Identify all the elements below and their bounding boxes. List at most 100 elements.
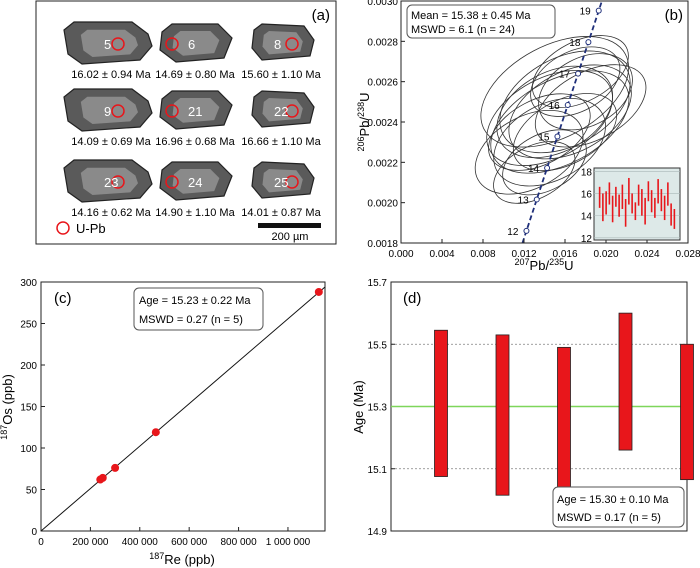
panel-b-axes: 0.000 0.004 0.008 0.012 0.016 0.020 0.024 0.028… (367, 0, 700, 260)
grain-number: 6 (188, 37, 195, 52)
scale-bar (258, 223, 321, 228)
x-tick-label: 1 000 000 (266, 537, 311, 548)
x-tick-label: 0.012 (511, 249, 536, 260)
concordia-node (595, 7, 602, 14)
concordia-node (533, 196, 540, 203)
zircon-grain-core (80, 167, 138, 195)
y-tick-label: 15.3 (368, 403, 388, 414)
inset-frame (593, 167, 681, 241)
zircon-grain: 6 14.69 ± 0.80 Ma (155, 23, 236, 81)
x-tick-label: 0.024 (634, 249, 659, 260)
isochron-point (151, 428, 160, 437)
y-tick-label: 0 (31, 527, 37, 538)
panel-c-info-line2: MSWD = 0.27 (n = 5) (139, 314, 243, 326)
scale-bar-label: 200 µm (272, 231, 309, 243)
error-ellipse (531, 35, 629, 109)
zircon-grain: 23 14.16 ± 0.62 Ma (63, 159, 153, 219)
panel-b-info-line1: Mean = 15.38 ± 0.45 Ma (411, 10, 531, 22)
u-pb-spot (111, 37, 125, 51)
panel-b-info-line2: MSWD = 6.1 (n = 24) (411, 24, 515, 36)
panel-c: 0 200 000 400 000 600 000 800 000 1 000 000 0 5… (0, 278, 326, 567)
inset-y-tick-label: 18 (581, 167, 593, 178)
y-tick-label: 150 (20, 403, 37, 414)
concordia-node (554, 133, 561, 140)
age-error-bar (680, 343, 694, 481)
concordia-age-label: 15 (538, 133, 550, 144)
isochron-line (40, 286, 326, 532)
grain-age: 16.96 ± 0.68 Ma (155, 136, 235, 148)
concordia-age-label: 13 (518, 195, 530, 206)
u-pb-legend-icon (56, 221, 70, 235)
panel-b-x-axis-label: 207Pb/235U (515, 257, 574, 273)
y-tick-label: 300 (20, 278, 37, 289)
u-pb-spot (285, 37, 299, 51)
grain-number: 8 (274, 37, 281, 52)
x-tick-label: 400 000 (122, 537, 159, 548)
u-pb-spot (165, 104, 179, 118)
error-ellipses (474, 35, 647, 204)
age-error-bar (495, 334, 510, 496)
error-ellipse (499, 50, 631, 154)
panel-b-info-box (406, 4, 556, 39)
y-tick-label: 0.0018 (367, 239, 398, 250)
x-tick-label: 0.028 (675, 249, 700, 260)
panel-c-info-line1: Age = 15.23 ± 0.22 Ma (139, 295, 251, 307)
grain-number: 21 (188, 104, 202, 119)
error-ellipse (490, 70, 630, 174)
zircon-grain: 5 16.02 ± 0.94 Ma (63, 21, 153, 81)
error-ellipse (538, 53, 633, 131)
error-ellipse (486, 69, 613, 166)
isochron-point (98, 473, 107, 482)
panel-d-info-line1: Age = 15.30 ± 0.10 Ma (557, 494, 669, 506)
grain-age: 14.90 ± 1.10 Ma (155, 207, 235, 219)
zircon-grain-core (80, 96, 138, 124)
isochron-point (314, 287, 323, 296)
concordia-node (523, 227, 530, 234)
concordia-age-label: 17 (559, 70, 571, 81)
error-ellipse (474, 109, 584, 195)
zircon-grain: 22 16.66 ± 1.10 Ma (241, 90, 322, 148)
panel-d-label: (d) (403, 290, 421, 307)
concordia-node (575, 70, 582, 77)
concordia-node (585, 39, 592, 46)
u-pb-spot (165, 175, 179, 189)
zircon-grain: 24 14.90 ± 1.10 Ma (155, 161, 236, 219)
zircon-grains: 5 16.02 ± 0.94 Ma 6 14.69 ± 0.80 Ma 8 15.60 ±… (63, 21, 322, 219)
panel-b-label: (b) (665, 7, 683, 24)
concordia-age-label: 14 (528, 164, 540, 175)
panel-a: (a) 5 16.02 ± 0.94 Ma 6 14.69 ± 0.80 Ma 8 15.… (35, 0, 337, 245)
error-ellipse (493, 141, 576, 204)
zircon-grain: 9 14.09 ± 0.69 Ma (63, 88, 153, 148)
grain-number: 9 (104, 104, 111, 119)
y-tick-label: 250 (20, 320, 37, 331)
u-pb-spot (285, 104, 299, 118)
error-ellipse (480, 36, 630, 148)
error-ellipse (488, 93, 591, 171)
error-ellipse (534, 64, 647, 148)
error-ellipse (512, 93, 618, 172)
y-tick-label: 0.0020 (367, 199, 398, 210)
panel-c-label: (c) (54, 290, 72, 307)
x-tick-label: 200 000 (72, 537, 109, 548)
x-tick-label: 0 (38, 537, 44, 548)
u-pb-spot (165, 37, 179, 51)
panel-c-info-box (133, 287, 264, 331)
error-ellipse (530, 46, 621, 117)
panel-a-label: (a) (312, 7, 330, 24)
age-error-bar (434, 329, 448, 477)
grain-age: 16.66 ± 1.10 Ma (241, 136, 321, 148)
grain-age: 14.69 ± 0.80 Ma (155, 69, 235, 81)
grain-age: 14.16 ± 0.62 Ma (71, 207, 151, 219)
isochron-point (111, 463, 120, 472)
panel-c-x-axis-label: 187Re (ppb) (149, 551, 215, 567)
panel-d: 14.9 15.1 15.3 15.5 15.7 (d) Age = 15.30 ± 0… (351, 278, 694, 538)
grain-number: 24 (188, 175, 202, 190)
zircon-grain: 8 15.60 ± 1.10 Ma (241, 23, 322, 81)
u-pb-spot (285, 175, 299, 189)
age-error-bar (618, 312, 633, 451)
x-tick-label: 600 000 (171, 537, 208, 548)
age-error-bar (557, 346, 571, 490)
zircon-grain: 25 14.01 ± 0.87 Ma (241, 161, 322, 219)
